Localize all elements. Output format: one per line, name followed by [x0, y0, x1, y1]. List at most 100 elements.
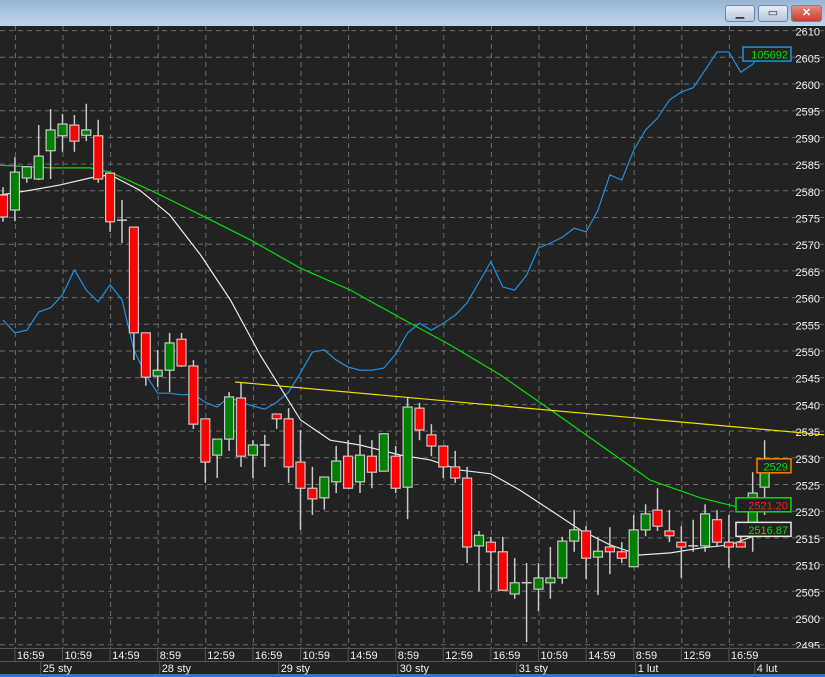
candle — [33, 125, 44, 181]
candle-body — [33, 155, 44, 180]
value-marker-box — [742, 46, 792, 62]
candle-body — [366, 455, 377, 473]
candle-body — [450, 466, 461, 479]
y-tick-label: 2500 — [796, 614, 820, 626]
series-line-trendline — [234, 381, 825, 436]
candle-body — [723, 541, 735, 548]
candle-body — [271, 413, 282, 420]
date-label: 25 sty — [43, 663, 73, 675]
candle-body — [354, 454, 366, 483]
date-label: 29 sty — [281, 663, 311, 675]
close-button[interactable]: ✕ — [791, 5, 822, 22]
candle-body — [640, 513, 651, 531]
candle — [402, 396, 413, 520]
candlestick-chart: 2610 2605 2600 2595 2590 2585 2580 2575 2570 2565… — [0, 26, 825, 677]
candle-body — [402, 406, 413, 488]
candle — [378, 433, 389, 472]
candle-body — [426, 434, 437, 447]
time-label: 12:59 — [445, 650, 473, 662]
candle-body — [104, 172, 116, 223]
date-label: 31 sty — [519, 663, 549, 675]
time-label: 14:59 — [350, 650, 378, 662]
candle-body — [438, 445, 449, 468]
candle — [533, 562, 544, 612]
date-label: 4 lut — [757, 663, 778, 675]
y-tick-label: 2510 — [796, 561, 820, 573]
y-tick-label: 2580 — [796, 187, 820, 199]
candle — [343, 440, 354, 489]
candle — [354, 434, 366, 494]
candle-body — [164, 342, 175, 371]
y-tick-label: 2545 — [796, 374, 820, 386]
candle — [283, 408, 294, 483]
candle-body — [343, 455, 354, 489]
time-label: 16:59 — [493, 650, 521, 662]
window-titlebar: ▁ ▭ ✕ — [0, 0, 825, 26]
close-icon: ✕ — [801, 7, 812, 19]
candle — [104, 172, 116, 232]
candle — [45, 109, 56, 180]
time-axis — [0, 648, 825, 677]
candle — [723, 514, 735, 568]
time-label: 10:59 — [303, 650, 331, 662]
candle-body — [390, 455, 401, 489]
value-marker-label: 2516.87 — [748, 525, 788, 537]
candle — [676, 526, 687, 578]
candle-body — [711, 519, 723, 543]
candle-body — [592, 550, 604, 558]
time-label: 16:59 — [255, 650, 283, 662]
candle — [521, 562, 532, 643]
candle-body — [462, 477, 473, 548]
candle — [485, 536, 496, 591]
series-line-slow-ma — [0, 164, 765, 513]
minimize-button[interactable]: ▁ — [725, 5, 755, 22]
candle-body — [473, 534, 485, 547]
candle — [366, 440, 377, 489]
series-line-fast-ma — [0, 174, 765, 556]
y-tick-label: 2560 — [796, 294, 820, 306]
candle-body — [545, 577, 556, 584]
candle-body — [93, 135, 104, 180]
candle-body — [497, 551, 508, 591]
restore-button[interactable]: ▭ — [758, 5, 788, 22]
candle — [140, 332, 151, 386]
candle-body — [533, 577, 544, 590]
candle — [426, 424, 437, 457]
y-tick-label: 2600 — [796, 80, 820, 92]
candle-body — [283, 418, 294, 468]
candle — [509, 558, 520, 599]
candle-body — [580, 530, 592, 559]
date-label: 28 sty — [162, 663, 192, 675]
candle-body — [0, 194, 9, 218]
candle-body — [485, 541, 496, 553]
candle — [592, 536, 604, 596]
time-label: 8:59 — [160, 650, 181, 662]
candle — [462, 466, 473, 563]
candle-body — [224, 396, 235, 440]
y-tick-label: 2575 — [796, 214, 820, 226]
candle-body — [9, 171, 20, 211]
y-tick-label: 2610 — [796, 27, 820, 39]
y-tick-label: 2515 — [796, 534, 820, 546]
y-tick-label: 2555 — [796, 320, 820, 332]
candle — [545, 546, 556, 599]
y-tick-label: 2595 — [796, 107, 820, 119]
restore-icon: ▭ — [767, 7, 779, 19]
candle-body — [652, 509, 663, 527]
candle-body — [200, 418, 211, 463]
date-label: 30 sty — [400, 663, 430, 675]
candle-body — [664, 530, 675, 537]
candle-body — [378, 433, 389, 472]
candle — [200, 418, 211, 483]
candle-body — [557, 540, 568, 579]
minimize-icon: ▁ — [735, 7, 745, 19]
value-marker-box — [735, 497, 792, 513]
time-label: 14:59 — [112, 650, 140, 662]
candle — [295, 430, 306, 530]
value-marker-box — [735, 521, 792, 538]
y-tick-label: 2565 — [796, 267, 820, 279]
candle — [664, 510, 675, 543]
candle — [438, 445, 449, 479]
candle — [711, 510, 723, 547]
time-label: 10:59 — [65, 650, 93, 662]
